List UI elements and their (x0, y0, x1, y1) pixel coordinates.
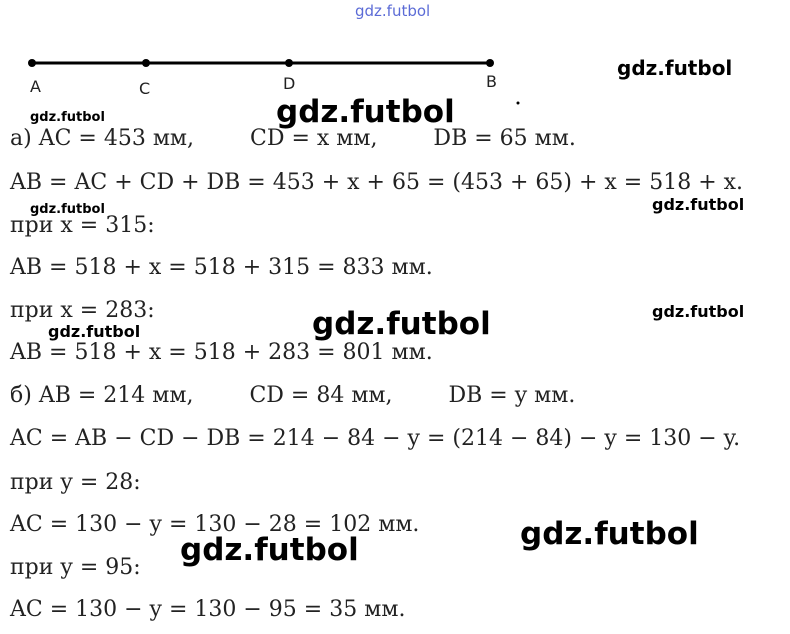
text-line: б) AB = 214 мм, CD = 84 мм, DB = y мм. (10, 383, 576, 408)
point-label: C (139, 79, 150, 98)
watermark: gdz.futbol (276, 94, 455, 130)
text-line: AB = 518 + x = 518 + 283 = 801 мм. (10, 340, 433, 365)
text-line: при y = 95: (10, 555, 141, 580)
watermark: gdz.futbol (355, 2, 431, 20)
watermark: gdz.futbol (617, 56, 733, 80)
text-line: AB = 518 + x = 518 + 315 = 833 мм. (10, 255, 433, 280)
point (486, 59, 494, 67)
watermark: gdz.futbol (48, 322, 141, 341)
watermark: gdz.futbol (652, 302, 745, 321)
text-line: при y = 28: (10, 470, 141, 495)
dot (516, 101, 520, 105)
point-label: B (486, 72, 497, 91)
watermark: gdz.futbol (30, 110, 105, 125)
segment-diagram: A C D B (28, 59, 520, 105)
watermark: gdz.futbol (30, 202, 105, 217)
text-line: при x = 315: (10, 213, 155, 238)
point-label: A (30, 77, 41, 96)
watermark: gdz.futbol (312, 306, 491, 342)
point (142, 59, 150, 67)
watermark: gdz.futbol (652, 195, 745, 214)
point (285, 59, 293, 67)
watermark: gdz.futbol (520, 516, 699, 552)
point (28, 59, 36, 67)
text-line: AC = 130 − y = 130 − 28 = 102 мм. (10, 512, 420, 537)
text-line: AB = AC + CD + DB = 453 + x + 65 = (453 … (10, 170, 744, 195)
point-label: D (283, 74, 295, 93)
text-line: AC = AB − CD − DB = 214 − 84 − y = (214 … (10, 426, 741, 451)
text-line: при x = 283: (10, 298, 155, 323)
text-line: AC = 130 − y = 130 − 95 = 35 мм. (10, 597, 406, 622)
watermark: gdz.futbol (180, 532, 359, 568)
text-line: а) AC = 453 мм, CD = x мм, DB = 65 мм. (10, 126, 576, 151)
